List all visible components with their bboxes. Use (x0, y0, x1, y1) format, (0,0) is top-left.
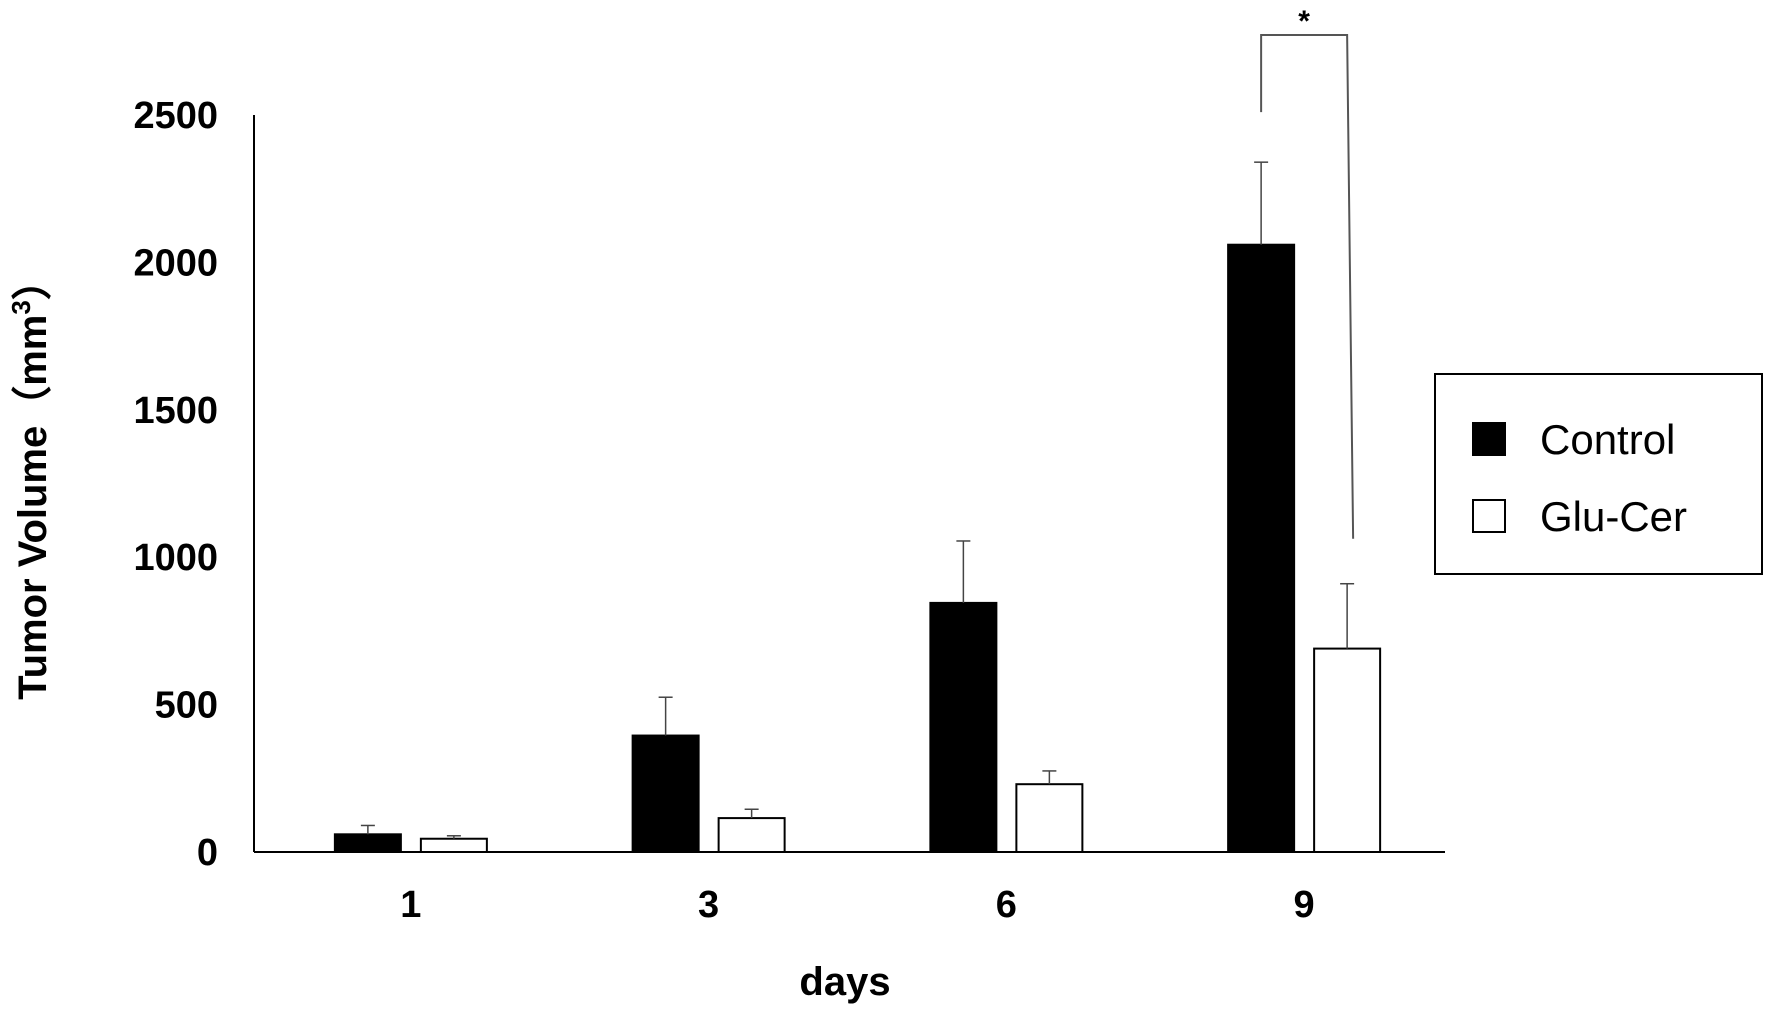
x-tick-label: 1 (400, 884, 421, 926)
x-tick-labels: 1 3 6 9 (400, 884, 1314, 926)
significance-marker: * (1298, 5, 1310, 38)
x-tick-label: 3 (698, 884, 719, 926)
bar-glu-cer-3 (717, 817, 786, 854)
legend-label-control: Control (1540, 416, 1675, 463)
y-tick-label: 2500 (133, 95, 218, 137)
y-axis-title-superscript: 3 (6, 300, 36, 314)
y-axis-title: Tumor Volume（mm3） (6, 260, 55, 700)
bar-control-3 (631, 734, 700, 854)
y-axis-title-main: Tumor Volume（mm (11, 315, 55, 700)
y-tick-labels: 0 500 1000 1500 2000 2500 (133, 95, 218, 874)
bar-glu-cer-9 (1313, 647, 1382, 854)
legend-label-glu-cer: Glu-Cer (1540, 493, 1687, 540)
y-tick-label: 0 (197, 832, 218, 874)
legend: Control Glu-Cer (1434, 373, 1763, 575)
y-tick-label: 2000 (133, 242, 218, 284)
x-tick-label: 9 (1294, 884, 1315, 926)
bar-glu-cer-6 (1015, 783, 1084, 853)
y-axis-title-close: ） (11, 260, 55, 300)
bar-glu-cer-1 (419, 837, 488, 854)
x-tick-label: 6 (996, 884, 1017, 926)
bars (333, 243, 1382, 854)
significance-bracket-line (1260, 34, 1355, 539)
significance-bracket: * (1260, 5, 1355, 539)
error-bars (360, 161, 1355, 839)
y-tick-label: 500 (155, 685, 218, 727)
y-tick-label: 1000 (133, 537, 218, 579)
legend-swatch-glu-cer (1472, 499, 1506, 533)
legend-box (1434, 373, 1763, 575)
y-tick-label: 1500 (133, 390, 218, 432)
x-axis-title: days (799, 960, 890, 1004)
bar-control-6 (929, 601, 998, 853)
legend-swatch-control (1472, 422, 1506, 456)
bar-control-1 (333, 833, 402, 854)
bar-control-9 (1227, 243, 1296, 854)
